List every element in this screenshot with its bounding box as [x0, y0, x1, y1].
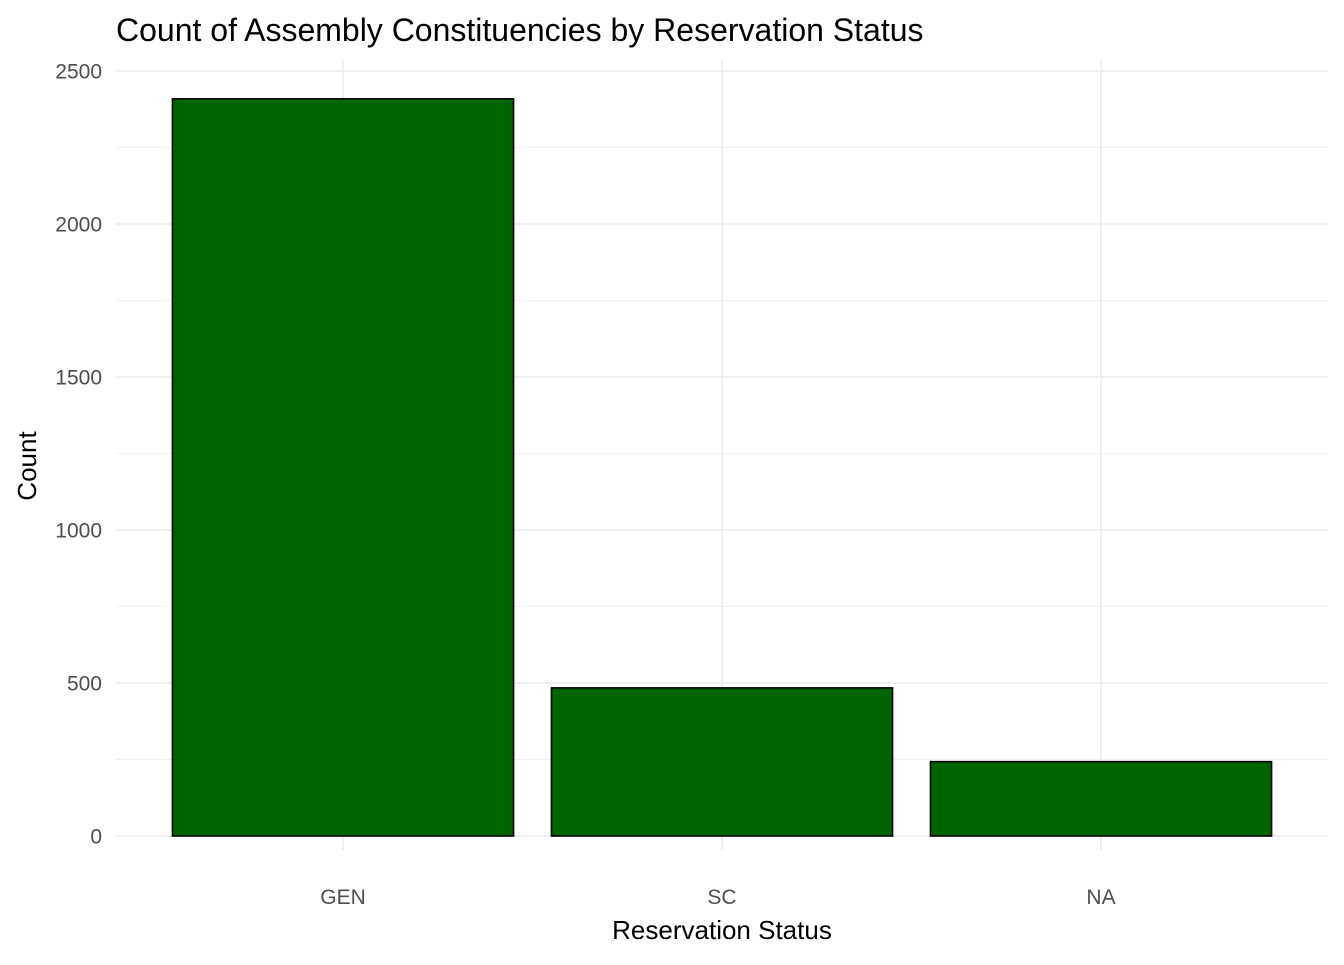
y-tick-label: 500 — [67, 673, 102, 696]
x-tick-label: SC — [707, 886, 736, 909]
x-axis-title: Reservation Status — [612, 915, 832, 945]
bar-gen — [172, 99, 513, 836]
x-tick-label: NA — [1086, 886, 1115, 909]
y-tick-label: 2000 — [55, 214, 102, 237]
y-tick-label: 0 — [90, 826, 102, 849]
x-tick-label: GEN — [320, 886, 366, 909]
y-tick-label: 1500 — [55, 367, 102, 390]
chart-title: Count of Assembly Constituencies by Rese… — [116, 12, 924, 48]
y-axis-title: Count — [12, 431, 42, 501]
y-tick-label: 1000 — [55, 520, 102, 543]
y-tick-label: 2500 — [55, 61, 102, 84]
bar-sc — [551, 688, 892, 836]
bar-na — [930, 762, 1271, 836]
